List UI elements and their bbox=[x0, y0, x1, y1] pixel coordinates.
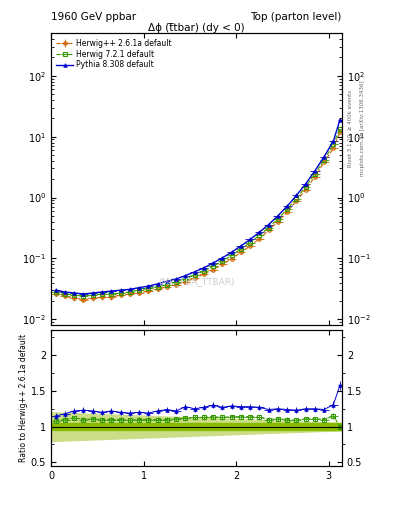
Legend: Herwig++ 2.6.1a default, Herwig 7.2.1 default, Pythia 8.308 default: Herwig++ 2.6.1a default, Herwig 7.2.1 de… bbox=[55, 37, 173, 71]
Title: Δϕ (t̅tbar) (dy < 0): Δϕ (t̅tbar) (dy < 0) bbox=[148, 23, 245, 32]
Text: (MC_FBA_TTBAR): (MC_FBA_TTBAR) bbox=[158, 277, 235, 286]
Text: mcplots.cern.ch [arXiv:1306.3436]: mcplots.cern.ch [arXiv:1306.3436] bbox=[360, 80, 365, 176]
Y-axis label: Ratio to Herwig++ 2.6.1a default: Ratio to Herwig++ 2.6.1a default bbox=[19, 334, 28, 462]
Text: Rivet 3.1.10, ≥ 400k events: Rivet 3.1.10, ≥ 400k events bbox=[348, 90, 353, 166]
Text: Top (parton level): Top (parton level) bbox=[250, 11, 342, 22]
Text: 1960 GeV ppbar: 1960 GeV ppbar bbox=[51, 11, 136, 22]
